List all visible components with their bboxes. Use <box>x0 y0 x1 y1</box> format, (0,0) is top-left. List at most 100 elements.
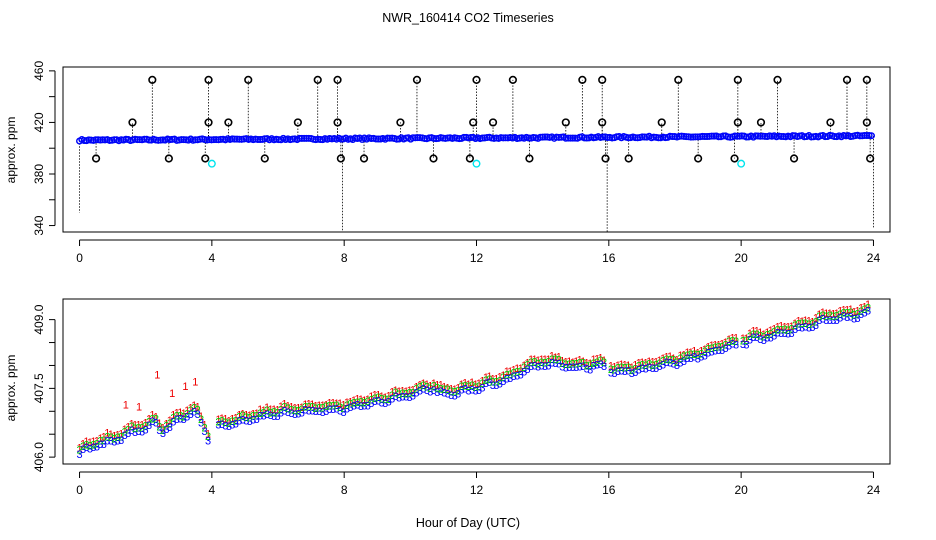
bottom-series-2-mark: 2 <box>163 421 169 433</box>
bottom-series-2-mark: 2 <box>111 433 117 445</box>
bottom-series-3-mark: 3 <box>643 363 649 375</box>
bottom-series-2-mark: 2 <box>528 357 534 369</box>
bottom-series-2-mark: 2 <box>94 439 100 451</box>
bottom-series-2-mark: 2 <box>677 353 683 365</box>
bottom-series-3-mark: 3 <box>215 420 221 432</box>
bottom-series-2-mark: 2 <box>719 341 725 353</box>
bottom-series-3-mark: 3 <box>337 406 343 418</box>
bottom-series-1-mark: 1 <box>667 351 673 363</box>
bottom-series-1-mark: 1 <box>320 400 326 412</box>
bottom-series-3-mark: 3 <box>698 352 704 364</box>
bottom-series-2-mark: 2 <box>747 331 753 343</box>
bottom-series-2-mark: 2 <box>618 362 624 374</box>
bottom-series-1-mark: 1 <box>733 333 739 345</box>
bottom-series-2-mark: 2 <box>545 357 551 369</box>
top-y-axis: 340 380 420 460 <box>32 61 56 236</box>
bottom-series-3-mark: 3 <box>139 426 145 438</box>
bottom-series-1-mark: 1 <box>354 394 360 406</box>
bottom-series-3-mark: 3 <box>177 413 183 425</box>
bottom-x-tick-label: 16 <box>602 483 616 497</box>
bottom-series-1-mark: 1 <box>215 414 221 426</box>
bottom-series-3-mark: 3 <box>841 311 847 323</box>
bottom-series-3-mark: 3 <box>525 364 531 376</box>
top-baseline-point <box>374 135 382 143</box>
bottom-x-tick-label: 0 <box>76 483 83 497</box>
top-x-tick-label: 20 <box>734 251 748 265</box>
bottom-series-1-mark: 1 <box>566 356 572 368</box>
top-baseline-point <box>296 134 304 142</box>
top-spike_mid-point <box>488 118 498 127</box>
bottom-series-3-mark: 3 <box>288 408 294 420</box>
bottom-series-1-mark: 1 <box>108 429 114 441</box>
bottom-series-2-mark: 2 <box>254 411 260 423</box>
top-y-axis-label: approx. ppm <box>4 117 18 184</box>
bottom-series-2-mark: 2 <box>531 356 537 368</box>
bottom-series-1-outlier: 1 <box>136 402 142 414</box>
bottom-series-2-mark: 2 <box>226 418 232 430</box>
bottom-series-2-mark: 2 <box>358 396 364 408</box>
bottom-series-2-mark: 2 <box>118 431 124 443</box>
bottom-series-2-mark: 2 <box>90 440 96 452</box>
bottom-series-1-mark: 1 <box>313 400 319 412</box>
bottom-series-3-mark: 3 <box>837 312 843 324</box>
bottom-series-3-mark: 3 <box>327 404 333 416</box>
top-cyan-point <box>737 159 746 168</box>
top-baseline-point <box>372 135 380 143</box>
bottom-series-3-mark: 3 <box>420 384 426 396</box>
bottom-series-1-mark: 1 <box>861 301 867 313</box>
bottom-series-3-mark: 3 <box>122 430 128 442</box>
bottom-series-1-mark: 1 <box>372 390 378 402</box>
top-spike_mid-point <box>561 118 570 127</box>
bottom-series-1-mark: 1 <box>723 337 729 349</box>
bottom-series-3-mark: 3 <box>827 315 833 327</box>
bottom-series-3-mark: 3 <box>111 437 117 449</box>
bottom-series-3-mark: 3 <box>580 361 586 373</box>
bottom-series-2-mark: 2 <box>844 307 850 319</box>
bottom-series-3-mark: 3 <box>573 362 579 374</box>
bottom-series-2-mark: 2 <box>420 380 426 392</box>
bottom-series-3-mark: 3 <box>448 390 454 402</box>
bottom-series-3-mark: 3 <box>761 335 767 347</box>
bottom-series-3-mark: 3 <box>344 403 350 415</box>
bottom-series-1-mark: 1 <box>827 308 833 320</box>
bottom-series-1-mark: 1 <box>657 355 663 367</box>
bottom-series-1-mark: 1 <box>351 395 357 407</box>
bottom-series-2-mark: 2 <box>594 357 600 369</box>
bottom-series-1-mark: 1 <box>111 431 117 443</box>
bottom-series-2-mark: 2 <box>205 431 211 443</box>
bottom-series-2-mark: 2 <box>87 440 93 452</box>
bottom-series-2-mark: 2 <box>518 366 524 378</box>
bottom-series-1-mark: 1 <box>646 356 652 368</box>
bottom-series-1-mark: 1 <box>288 402 294 414</box>
bottom-series-2-mark: 2 <box>455 385 461 397</box>
top-spike_low-point <box>465 154 474 163</box>
bottom-series-2-mark: 2 <box>250 411 256 423</box>
bottom-series-1-mark: 1 <box>660 353 666 365</box>
bottom-series-2-mark: 2 <box>479 378 485 390</box>
top-x-tick-label: 16 <box>602 251 616 265</box>
bottom-series-2-mark: 2 <box>160 425 166 437</box>
bottom-series-3-mark: 3 <box>94 442 100 454</box>
top-baseline-point <box>583 134 591 142</box>
bottom-series-2-mark: 2 <box>837 309 843 321</box>
bottom-series-3-mark: 3 <box>455 389 461 401</box>
top-baseline-point <box>821 133 829 141</box>
bottom-series-3-mark: 3 <box>504 374 510 386</box>
bottom-series-1-mark: 1 <box>577 355 583 367</box>
top-spike_mid-point <box>598 118 607 127</box>
bottom-series-3-mark: 3 <box>771 330 777 342</box>
bottom-series-1-mark: 1 <box>584 357 590 369</box>
top-baseline-point <box>715 133 723 141</box>
bottom-series-3-mark: 3 <box>615 366 621 378</box>
bottom-series-2-mark: 2 <box>379 393 385 405</box>
top-baseline-point <box>668 133 676 141</box>
bottom-y-axis: 406.0 407.5 409.0 <box>32 304 56 472</box>
bottom-x-tick-label: 4 <box>209 483 216 497</box>
bottom-series-2-mark: 2 <box>285 403 291 415</box>
top-baseline-point <box>687 133 695 141</box>
bottom-series-2-mark: 2 <box>476 381 482 393</box>
bottom-series-2-mark: 2 <box>795 318 801 330</box>
bottom-x-tick-label: 8 <box>341 483 348 497</box>
bottom-series-1-mark: 1 <box>716 339 722 351</box>
top-baseline-point <box>110 136 118 144</box>
